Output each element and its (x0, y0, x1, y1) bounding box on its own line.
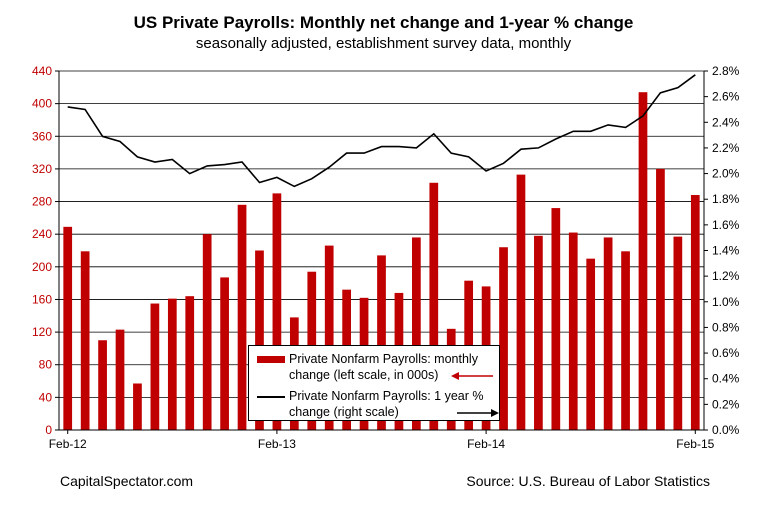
payroll-bar (255, 250, 264, 430)
payroll-bar (412, 237, 421, 430)
payroll-bar (690, 195, 700, 430)
legend-bars-text: Private Nonfarm Payrolls: monthly change… (289, 351, 499, 383)
payroll-bar (499, 247, 508, 430)
payroll-bar (150, 303, 160, 430)
payroll-bar (220, 277, 229, 430)
left-tick-label: 400 (32, 97, 52, 111)
legend-bars-line1: Private Nonfarm Payrolls: monthly (289, 352, 478, 366)
payroll-bar (237, 204, 247, 430)
footer-brand: CapitalSpectator.com (60, 473, 194, 489)
x-tick-label: Feb-15 (676, 437, 714, 451)
x-tick-label: Feb-14 (467, 437, 505, 451)
left-tick-label: 80 (39, 358, 53, 372)
payroll-bar (167, 298, 177, 430)
right-arrow-icon (457, 409, 499, 417)
right-tick-label: 0.8% (712, 320, 740, 334)
left-tick-label: 160 (32, 292, 52, 306)
left-tick-label: 120 (32, 325, 52, 339)
payroll-bar (673, 236, 683, 430)
chart-subtitle: seasonally adjusted, establishment surve… (195, 35, 572, 52)
legend-bars-line2: change (left scale, in 000s) (289, 368, 439, 382)
payroll-bar (115, 329, 125, 430)
payroll-bar (202, 234, 212, 430)
right-tick-label: 0.4% (712, 372, 740, 386)
right-tick-label: 1.8% (712, 192, 740, 206)
payroll-bar (185, 296, 195, 430)
right-tick-label: 2.4% (712, 115, 740, 129)
right-tick-label: 2.2% (712, 141, 740, 155)
right-tick-label: 0.6% (712, 346, 740, 360)
payroll-bar (621, 251, 630, 430)
left-arrow-icon (451, 372, 493, 380)
payroll-bar (534, 235, 543, 430)
x-tick-label: Feb-12 (49, 437, 87, 451)
chart-title: US Private Payrolls: Monthly net change … (133, 13, 634, 32)
payroll-bar (603, 237, 613, 430)
left-tick-label: 40 (39, 390, 53, 404)
payroll-bar (638, 92, 648, 431)
payroll-bar (272, 193, 282, 430)
left-tick-label: 320 (32, 162, 52, 176)
left-tick-label: 360 (32, 129, 52, 143)
right-tick-label: 0.2% (712, 397, 740, 411)
footer-source: Source: U.S. Bureau of Labor Statistics (466, 473, 710, 489)
left-tick-label: 0 (45, 423, 52, 437)
payroll-bar (80, 251, 90, 430)
left-tick-label: 280 (32, 195, 52, 209)
payroll-bar (568, 232, 578, 430)
payroll-bar (586, 258, 596, 430)
legend-line-swatch (257, 396, 285, 398)
right-tick-label: 2.0% (712, 167, 740, 181)
legend-line-line2: change (right scale) (289, 405, 399, 419)
legend-line-text: Private Nonfarm Payrolls: 1 year % chang… (289, 388, 499, 420)
left-tick-label: 440 (32, 64, 52, 78)
right-tick-label: 1.0% (712, 295, 740, 309)
payroll-bar (324, 245, 334, 430)
payroll-bar (377, 255, 386, 430)
payroll-bar (429, 182, 439, 430)
payroll-bar (98, 340, 107, 430)
left-tick-label: 240 (32, 227, 52, 241)
payroll-bar (551, 208, 561, 430)
payroll-bar (133, 383, 142, 430)
right-tick-label: 1.6% (712, 218, 740, 232)
x-tick-label: Feb-13 (258, 437, 296, 451)
right-tick-label: 2.6% (712, 90, 740, 104)
chart-legend: Private Nonfarm Payrolls: monthly change… (248, 345, 500, 421)
payroll-bar (516, 174, 526, 430)
right-tick-label: 0.0% (712, 423, 740, 437)
right-tick-label: 1.4% (712, 244, 740, 258)
yoy-change-line (67, 74, 696, 188)
right-tick-label: 1.2% (712, 269, 740, 283)
payroll-bar (656, 168, 665, 430)
right-tick-label: 2.8% (712, 64, 740, 78)
legend-bar-swatch (257, 356, 285, 363)
payroll-bar (63, 226, 73, 430)
legend-line-line1: Private Nonfarm Payrolls: 1 year % (289, 389, 484, 403)
left-tick-label: 200 (32, 260, 52, 274)
